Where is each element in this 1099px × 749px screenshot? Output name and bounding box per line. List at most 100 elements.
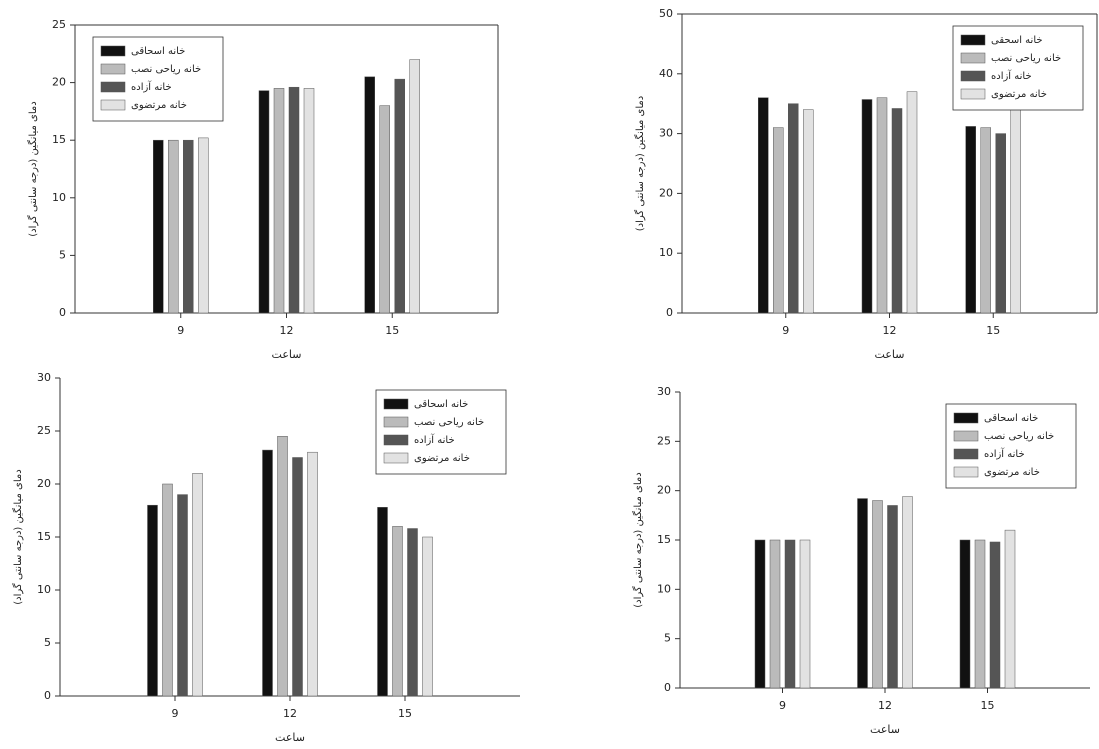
bar — [1010, 109, 1021, 314]
bar — [258, 90, 270, 314]
y-tick-label: 20 — [657, 484, 671, 497]
legend-label: خانه ریاحی نصب — [414, 417, 484, 428]
bar — [292, 457, 303, 697]
bar — [965, 126, 976, 314]
bar — [392, 526, 403, 697]
bar — [758, 97, 769, 314]
legend-swatch — [383, 398, 409, 410]
y-tick-label: 10 — [52, 191, 66, 204]
legend-swatch — [100, 81, 126, 93]
y-tick-label: 15 — [52, 133, 66, 146]
x-axis-label: ساعت — [875, 348, 905, 361]
legend-label: خانه آزاده — [984, 447, 1025, 460]
y-tick-label: 10 — [37, 583, 51, 596]
y-tick-label: 15 — [657, 533, 671, 546]
y-tick-label: 5 — [44, 636, 51, 649]
y-tick-label: 0 — [666, 306, 673, 319]
y-tick-label: 20 — [37, 477, 51, 490]
legend-label: خانه مرتضوی — [991, 89, 1047, 100]
y-tick-label: 15 — [37, 530, 51, 543]
y-tick-label: 0 — [44, 689, 51, 702]
y-tick-label: 25 — [37, 424, 51, 437]
bar — [394, 78, 405, 314]
x-axis-label: ساعت — [272, 348, 302, 361]
y-tick-label: 0 — [59, 306, 66, 319]
bar — [902, 496, 913, 689]
legend-swatch — [953, 466, 979, 478]
legend-label: خانه ریاحی نصب — [991, 53, 1061, 64]
x-tick-label: 15 — [385, 324, 399, 337]
bar — [974, 539, 986, 689]
legend-label: خانه اسحقی — [991, 35, 1043, 46]
y-tick-label: 30 — [659, 127, 673, 140]
bar — [803, 109, 814, 314]
legend-swatch — [953, 448, 979, 460]
bar — [773, 127, 784, 314]
bar — [162, 483, 173, 697]
y-tick-label: 25 — [657, 434, 671, 447]
y-tick-label: 30 — [37, 371, 51, 384]
legend-label: خانه اسحاقی — [984, 413, 1038, 424]
legend-label: خانه آزاده — [131, 80, 172, 93]
legend-swatch — [960, 70, 986, 82]
y-axis-label: دمای میانگین (درجه سانتی گراد) — [27, 101, 39, 236]
y-tick-label: 0 — [664, 681, 671, 694]
x-axis-label: ساعت — [870, 723, 900, 736]
y-tick-label: 5 — [664, 632, 671, 645]
y-tick-label: 25 — [52, 18, 66, 31]
legend-swatch — [953, 430, 979, 442]
bar — [303, 88, 315, 314]
x-tick-label: 9 — [172, 707, 179, 720]
x-tick-label: 15 — [981, 699, 995, 712]
bar — [379, 105, 390, 314]
legend-swatch — [100, 63, 126, 75]
bar — [959, 539, 971, 689]
legend-swatch — [383, 416, 409, 428]
bar — [857, 498, 868, 689]
bar — [153, 139, 164, 314]
y-tick-label: 10 — [659, 246, 673, 259]
y-tick-label: 50 — [659, 7, 673, 20]
legend-swatch — [383, 452, 409, 464]
chart-panel: 0 10 20 30 40 50 9 12 15 ساعت دمای میانگین (درجه س… — [634, 7, 1098, 361]
chart-panel: 0 5 10 15 20 25 30 9 12 15 ساعت دمای میانگین (درجه … — [632, 385, 1090, 736]
legend-label: خانه ریاحی نصب — [984, 431, 1054, 442]
legend-swatch — [960, 34, 986, 46]
bar — [273, 88, 285, 314]
bar — [872, 500, 883, 689]
bar — [407, 528, 418, 697]
bar — [799, 539, 811, 689]
x-axis-label: ساعت — [275, 731, 305, 744]
bar — [183, 139, 194, 314]
bar — [262, 449, 273, 697]
bar — [887, 505, 898, 689]
bar — [754, 539, 766, 689]
bar — [277, 436, 288, 697]
x-tick-label: 12 — [878, 699, 892, 712]
chart-panel: 0 5 10 15 20 25 30 9 12 15 ساعت دمای میانگین (درجه … — [12, 371, 520, 744]
legend-swatch — [100, 99, 126, 111]
y-axis-label: دمای میانگین (درجه سانتی گراد) — [634, 96, 646, 231]
legend-swatch — [960, 52, 986, 64]
legend-swatch — [383, 434, 409, 446]
legend-swatch — [953, 412, 979, 424]
bar — [788, 103, 799, 314]
x-tick-label: 12 — [280, 324, 294, 337]
bar — [147, 504, 158, 697]
bar — [192, 473, 203, 697]
y-tick-label: 5 — [59, 248, 66, 261]
bar — [1004, 529, 1016, 689]
bar — [409, 59, 420, 314]
bar — [876, 97, 888, 314]
legend-swatch — [960, 88, 986, 100]
chart-panel: 0 5 10 15 20 25 9 12 15 ساعت دمای میانگین (درجه سا… — [27, 18, 499, 361]
bar — [307, 451, 318, 697]
x-tick-label: 9 — [177, 324, 184, 337]
y-tick-label: 20 — [52, 76, 66, 89]
bar — [861, 99, 873, 314]
bar — [784, 539, 796, 689]
y-tick-label: 10 — [657, 582, 671, 595]
y-tick-label: 30 — [657, 385, 671, 398]
y-axis-label: دمای میانگین (درجه سانتی گراد) — [632, 472, 644, 607]
